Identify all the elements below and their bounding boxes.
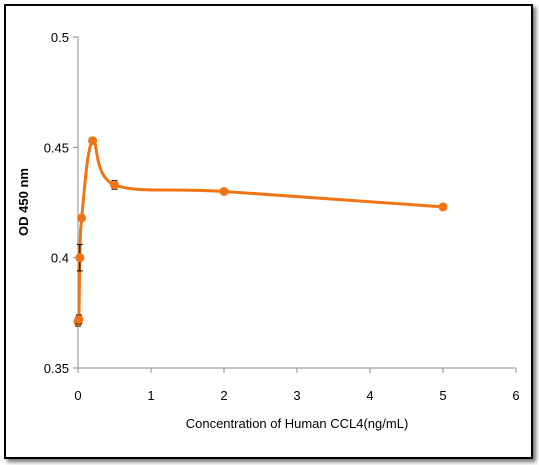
data-point — [75, 253, 85, 263]
y-tick-label: 0.45 — [44, 140, 69, 155]
data-point — [438, 202, 448, 212]
data-point — [77, 213, 87, 223]
x-tick-label: 4 — [366, 388, 373, 403]
x-tick-label: 5 — [439, 388, 446, 403]
series-line — [76, 138, 444, 327]
y-tick-label: 0.5 — [51, 30, 69, 45]
chart-axes: 0.35 0.4 0.45 0.5 0 1 2 3 4 5 6 — [44, 30, 520, 403]
y-axis-label: OD 450 nm — [16, 168, 31, 236]
data-point — [219, 186, 229, 196]
x-tick-label: 2 — [220, 388, 227, 403]
x-tick-label: 3 — [293, 388, 300, 403]
data-points-group — [73, 136, 448, 327]
data-point — [110, 180, 119, 190]
x-tick-label: 0 — [74, 388, 81, 403]
data-point — [88, 136, 98, 146]
series-curve-group — [76, 138, 444, 327]
y-tick-label: 0.35 — [44, 361, 69, 376]
data-point — [74, 314, 84, 324]
x-tick-label: 6 — [512, 388, 519, 403]
x-axis-label: Concentration of Human CCL4(ng/mL) — [186, 416, 409, 431]
y-tick-label: 0.4 — [51, 251, 69, 266]
x-tick-label: 1 — [147, 388, 154, 403]
chart-frame — [4, 4, 533, 459]
